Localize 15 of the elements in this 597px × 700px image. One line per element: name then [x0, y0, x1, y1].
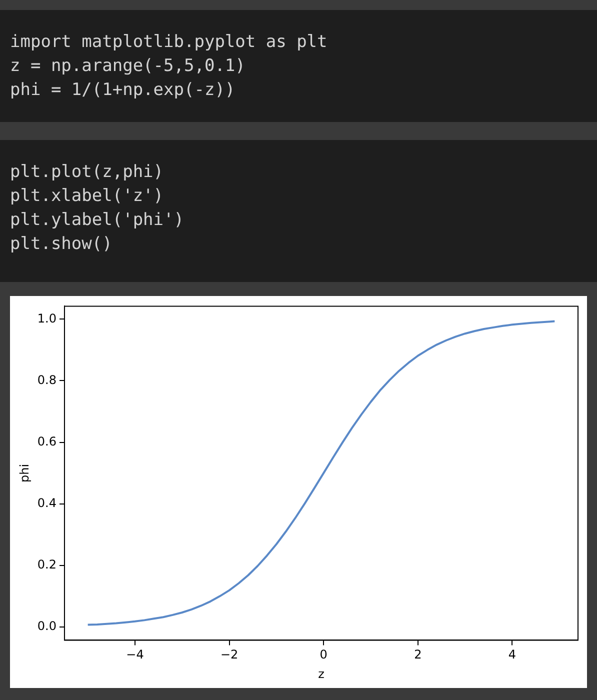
x-tick-label: −4 [126, 648, 144, 662]
x-tick-label: −2 [220, 648, 238, 662]
y-tick-label: 1.0 [37, 311, 56, 326]
y-tick-label: 0.8 [37, 372, 56, 387]
text: import matplotlib.pyplot as plt z = np.arange(-5,5,0.1) phi = 1/(1+np.exp(-z)) [0, 10, 597, 122]
y-axis-title: phi [17, 464, 32, 482]
x-tick-label: 2 [414, 648, 422, 662]
y-tick-label: 0.4 [37, 496, 56, 510]
x-axis-title: z [318, 666, 324, 681]
text: plt.plot(z,phi) plt.xlabel('z') plt.ylabel('phi') plt.show() [0, 140, 597, 282]
x-tick-label: 4 [508, 648, 516, 662]
y-tick-label: 0.6 [37, 434, 56, 448]
y-tick-label: 0.2 [37, 558, 56, 572]
y-tick-label: 0.0 [37, 619, 56, 634]
x-tick-label: 0 [320, 648, 328, 662]
